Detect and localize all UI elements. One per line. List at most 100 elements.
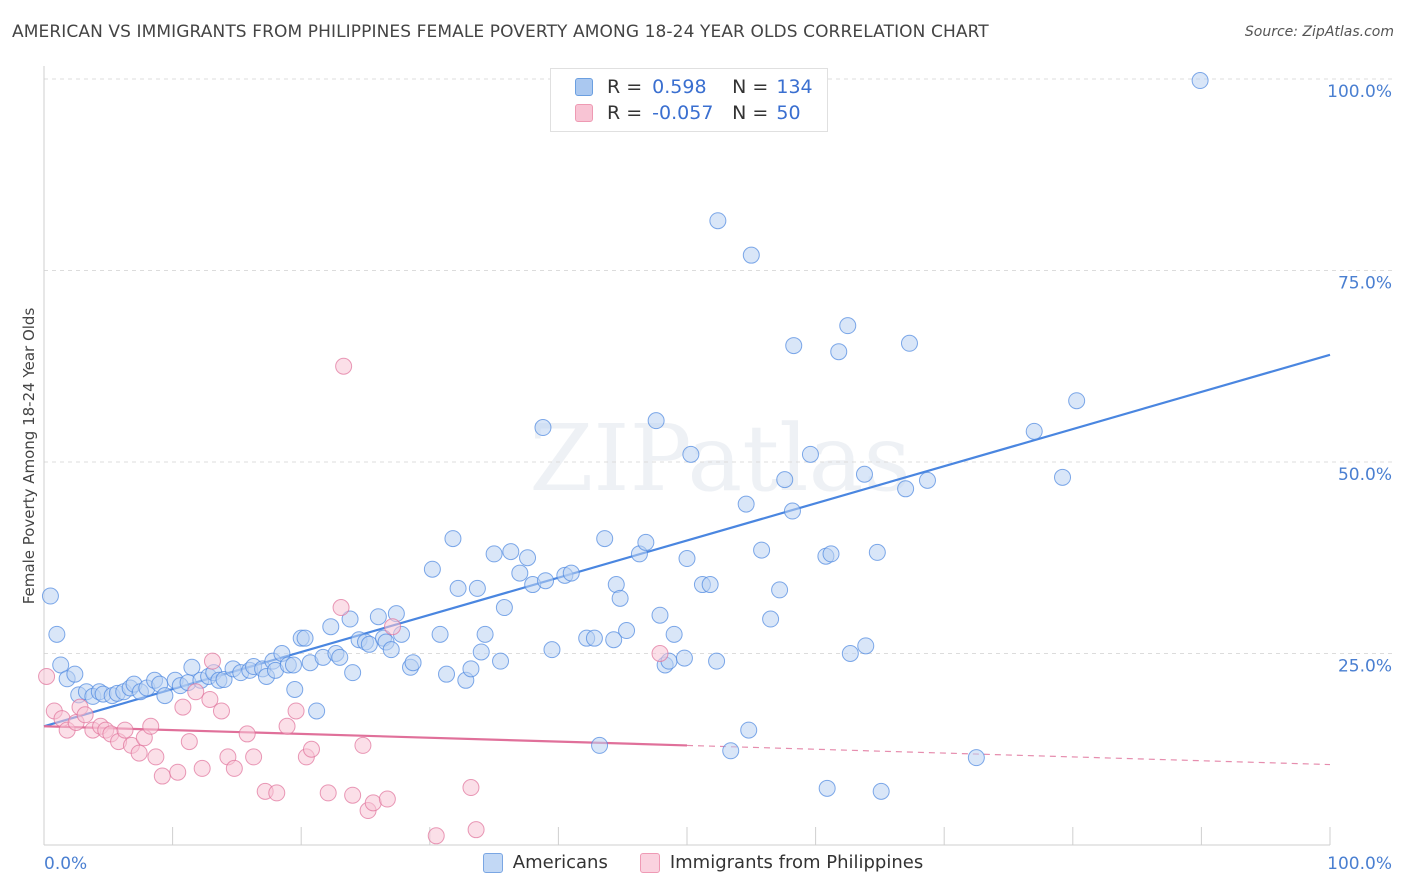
point-americans (1068, 392, 1086, 410)
point-americans (647, 412, 665, 430)
point-philippines (354, 736, 372, 754)
point-americans (900, 334, 918, 352)
point-americans (344, 664, 362, 682)
grid-lines (44, 78, 1392, 654)
point-americans (519, 549, 537, 567)
point-philippines (245, 748, 263, 766)
point-americans (708, 652, 726, 670)
series-legend: Americans Immigrants from Philippines (0, 852, 1406, 873)
point-philippines (193, 759, 211, 777)
point-americans (562, 564, 580, 582)
legend-label-americans: Americans (512, 852, 608, 873)
point-americans (872, 782, 890, 800)
point-americans (762, 610, 780, 628)
point-philippines (427, 827, 445, 845)
point-americans (857, 637, 875, 655)
point-americans (818, 779, 836, 797)
point-americans (492, 652, 510, 670)
point-americans (753, 541, 771, 559)
point-americans (286, 681, 304, 699)
point-americans (423, 560, 441, 578)
point-americans (822, 545, 840, 563)
watermark: ZIPatlas (529, 405, 910, 512)
point-americans (801, 445, 819, 463)
point-americans (468, 579, 486, 597)
point-philippines (378, 790, 396, 808)
point-americans (52, 656, 70, 674)
legend-item-philippines[interactable]: Immigrants from Philippines (639, 852, 924, 873)
point-philippines (364, 794, 382, 812)
point-americans (776, 471, 794, 489)
point-americans (472, 643, 490, 661)
point-philippines (335, 357, 353, 375)
point-americans (341, 610, 359, 628)
point-americans (462, 660, 480, 678)
point-philippines (153, 767, 171, 785)
point-philippines (268, 784, 286, 802)
legend-row-americans: R = 0.598 N = 134 (551, 74, 813, 100)
point-americans (618, 622, 636, 640)
point-americans (296, 629, 314, 647)
point-philippines (180, 733, 198, 751)
legend-swatch-americans (482, 852, 503, 873)
legend-r-label: R = (607, 102, 643, 124)
point-americans (830, 343, 848, 361)
legend-label-philippines: Immigrants from Philippines (669, 852, 924, 873)
point-americans (476, 625, 494, 643)
legend-n-value: 50 (776, 102, 801, 124)
point-americans (183, 658, 201, 676)
point-americans (785, 337, 803, 355)
point-americans (431, 625, 449, 643)
point-americans (585, 629, 603, 647)
point-americans (1025, 422, 1043, 440)
point-philippines (116, 721, 134, 739)
y-tick-labels: 25.0% 50.0% 75.0% 100.0% (1327, 82, 1392, 677)
point-americans (41, 587, 59, 605)
point-philippines (344, 786, 362, 804)
point-americans (637, 533, 655, 551)
legend-swatch-philippines (575, 104, 593, 122)
legend-n-label: N = (732, 76, 769, 98)
axes (43, 66, 1331, 846)
point-americans (48, 625, 66, 643)
point-americans (783, 502, 801, 520)
y-tick-label: 50.0% (1338, 465, 1392, 485)
trendline-philippines-dashed (686, 744, 1331, 766)
legend-r-value: 0.598 (652, 76, 707, 98)
point-americans (591, 736, 609, 754)
legend-r-value: -0.057 (652, 102, 714, 124)
point-americans (918, 471, 936, 489)
point-americans (511, 564, 529, 582)
x-tick-label: 100.0% (1327, 854, 1392, 874)
source-label: Source: ZipAtlas.com (1244, 24, 1394, 40)
legend-n-label: N = (732, 102, 769, 124)
point-philippines (287, 702, 305, 720)
point-americans (502, 543, 520, 561)
x-tick-labels: 0.0% 100.0% (44, 854, 1392, 874)
legend-item-americans[interactable]: Americans (482, 852, 608, 873)
point-philippines (384, 618, 402, 636)
point-americans (605, 631, 623, 649)
data-points (38, 72, 1209, 845)
chart-title: AMERICAN VS IMMIGRANTS FROM PHILIPPINES … (12, 22, 989, 42)
point-philippines (187, 683, 205, 701)
point-americans (322, 618, 340, 636)
point-americans (737, 495, 755, 513)
point-americans (1191, 72, 1209, 90)
point-philippines (278, 717, 296, 735)
legend-swatch-americans (575, 78, 593, 96)
correlation-legend: R = 0.598 N = 134 R = -0.057 N = 50 (550, 68, 828, 132)
point-americans (537, 572, 555, 590)
point-americans (382, 641, 400, 659)
point-americans (722, 742, 740, 760)
y-tick-label: 75.0% (1338, 274, 1392, 294)
point-americans (308, 702, 326, 720)
point-americans (771, 581, 789, 599)
y-tick-label: 25.0% (1338, 657, 1392, 677)
y-tick-label: 100.0% (1327, 82, 1392, 102)
point-americans (678, 550, 696, 568)
point-americans (611, 589, 629, 607)
point-philippines (203, 652, 221, 670)
point-philippines (142, 717, 160, 735)
